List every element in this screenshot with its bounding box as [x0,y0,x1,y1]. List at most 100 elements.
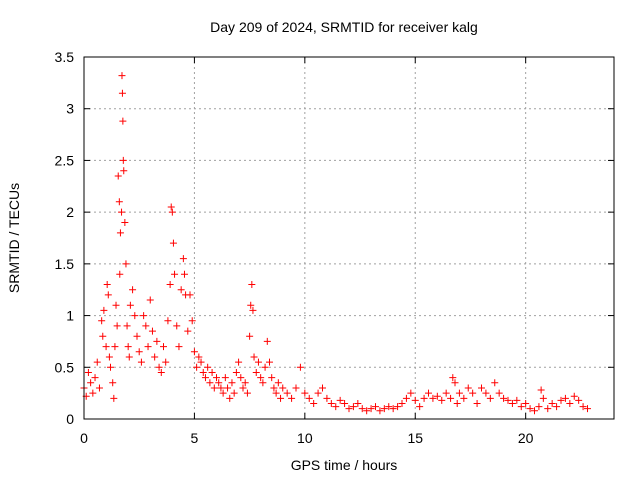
x-axis-label: GPS time / hours [291,457,398,473]
data-point [539,394,547,402]
data-point [118,89,126,97]
data-point [160,343,167,351]
data-point [274,379,282,387]
data-point [372,403,379,411]
data-point [247,301,255,309]
data-point [219,389,227,397]
data-point [107,363,114,371]
data-point [566,399,574,407]
data-point [420,394,428,402]
y-tick-labels: 0 0.5 1 1.5 2 2.5 3 3.5 [55,49,75,427]
data-point [363,407,371,415]
data-point [531,407,538,415]
data-point [119,117,127,125]
data-point [433,392,441,400]
data-point [190,348,198,356]
data-point [155,363,163,371]
data-point [249,306,257,314]
data-point [453,399,461,407]
data-point [151,353,159,361]
data-point [221,374,229,382]
data-point [508,399,516,407]
data-point [89,389,97,397]
data-point [442,389,450,397]
data-point [561,394,569,402]
data-point [451,379,459,387]
data-point [169,239,177,247]
data-point [120,167,128,175]
data-point [157,368,165,376]
data-point [548,399,556,407]
data-point [199,368,207,376]
data-point [252,368,260,376]
data-point [336,396,344,404]
data-point [111,343,119,351]
data-point [354,399,362,407]
data-point [116,270,124,278]
data-point [544,405,552,413]
data-point [144,343,152,351]
data-point [102,343,110,351]
y-tick-label: 2 [66,204,74,220]
data-point [323,394,331,402]
data-point [110,394,118,402]
data-point [449,374,457,382]
x-tick-label: 0 [80,430,88,446]
data-point [259,379,267,387]
data-point [553,403,561,411]
data-point [517,403,525,411]
data-point [87,379,95,387]
data-point [186,291,194,299]
data-point [537,386,545,394]
data-point [288,394,296,402]
x-tick-label: 5 [191,430,199,446]
y-axis-label: SRMTID / TECUs [6,183,22,293]
data-point [272,389,280,397]
data-point [584,405,591,413]
x-tick-label: 10 [297,430,313,446]
data-point [241,379,249,387]
data-point [314,389,322,397]
data-point [495,389,503,397]
y-tick-label: 0.5 [55,359,75,375]
data-points [80,72,591,415]
data-point [180,270,188,278]
data-point [118,72,126,80]
data-point [115,198,123,206]
data-point [358,405,366,413]
data-point [464,384,472,392]
data-point [173,322,181,330]
data-point [125,353,133,361]
data-point [129,286,137,294]
data-point [310,399,318,407]
data-point [513,396,521,404]
data-point [197,358,205,366]
data-point [279,384,287,392]
data-point [230,389,238,397]
data-point [95,384,103,392]
data-point [246,332,254,340]
data-point [268,374,276,382]
data-point [261,363,269,371]
data-point [204,363,212,371]
data-point [153,337,161,345]
data-point [131,312,139,320]
y-tick-label: 3.5 [55,49,75,65]
data-point [429,394,437,402]
data-point [296,363,304,371]
data-point [224,384,232,392]
data-point [179,255,187,263]
data-point [460,394,468,402]
data-point [171,270,179,278]
data-point [122,260,130,268]
data-point [349,403,357,411]
data-point [206,379,214,387]
data-point [105,353,113,361]
data-point [425,389,432,397]
data-point [167,203,175,211]
data-point [166,281,174,289]
data-point [193,363,201,371]
data-point [416,403,424,411]
x-tick-labels: 0 5 10 15 20 [80,430,534,446]
